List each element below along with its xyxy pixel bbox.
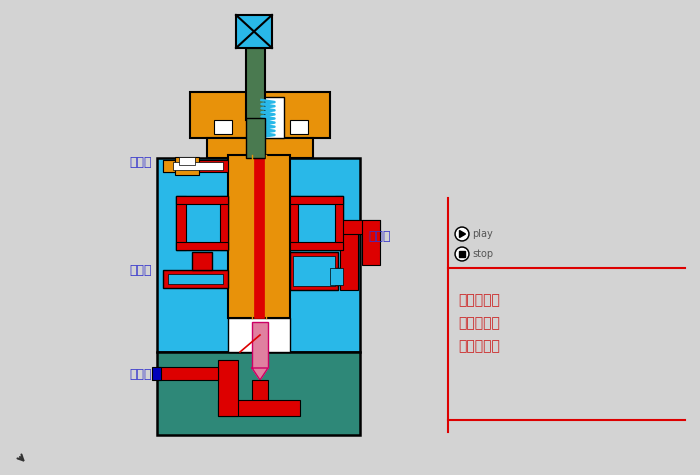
Bar: [293, 256, 335, 286]
Bar: [459, 251, 465, 257]
Bar: [192, 252, 212, 270]
Bar: [290, 196, 343, 250]
Bar: [290, 196, 343, 204]
Bar: [179, 157, 195, 165]
Text: 外控外泄式: 外控外泄式: [458, 339, 500, 353]
Bar: [340, 220, 358, 290]
Circle shape: [456, 228, 468, 239]
Bar: [190, 92, 330, 138]
Bar: [218, 360, 238, 416]
Bar: [228, 318, 290, 352]
Bar: [152, 367, 161, 380]
Bar: [218, 400, 300, 416]
Text: 泄油口: 泄油口: [130, 156, 152, 170]
Bar: [252, 380, 268, 408]
Bar: [290, 120, 308, 134]
Polygon shape: [459, 230, 466, 238]
Bar: [295, 201, 338, 245]
Bar: [335, 196, 343, 250]
Text: 控制口: 控制口: [130, 368, 152, 380]
Text: play: play: [472, 229, 493, 239]
Bar: [176, 196, 228, 204]
Bar: [157, 158, 360, 352]
Bar: [157, 367, 218, 380]
Text: 出油口: 出油口: [368, 230, 391, 244]
Bar: [228, 155, 290, 318]
Bar: [290, 196, 298, 250]
Circle shape: [455, 227, 469, 241]
Bar: [340, 220, 380, 234]
Bar: [207, 138, 313, 158]
Bar: [246, 48, 265, 120]
Text: stop: stop: [472, 249, 493, 259]
Bar: [214, 120, 232, 134]
Bar: [290, 242, 343, 250]
Bar: [173, 162, 223, 170]
Bar: [330, 268, 348, 285]
Bar: [236, 15, 272, 48]
Bar: [176, 196, 228, 250]
Bar: [362, 220, 380, 265]
Text: 进油口: 进油口: [130, 264, 152, 276]
Polygon shape: [252, 368, 268, 380]
Bar: [163, 160, 175, 172]
Bar: [175, 157, 199, 175]
Bar: [252, 97, 284, 138]
Text: 外控内泄式: 外控内泄式: [458, 316, 500, 330]
Circle shape: [455, 247, 469, 261]
Bar: [157, 352, 360, 435]
Bar: [168, 274, 223, 284]
Bar: [163, 160, 228, 172]
Bar: [290, 252, 338, 290]
Bar: [254, 155, 264, 318]
Bar: [330, 268, 343, 285]
Bar: [220, 196, 228, 250]
Text: 内控内泄式: 内控内泄式: [458, 293, 500, 307]
Bar: [176, 242, 228, 250]
Bar: [252, 322, 268, 368]
Bar: [163, 270, 228, 288]
Bar: [176, 196, 186, 250]
Circle shape: [456, 248, 468, 259]
Bar: [181, 201, 223, 245]
Bar: [246, 118, 265, 158]
